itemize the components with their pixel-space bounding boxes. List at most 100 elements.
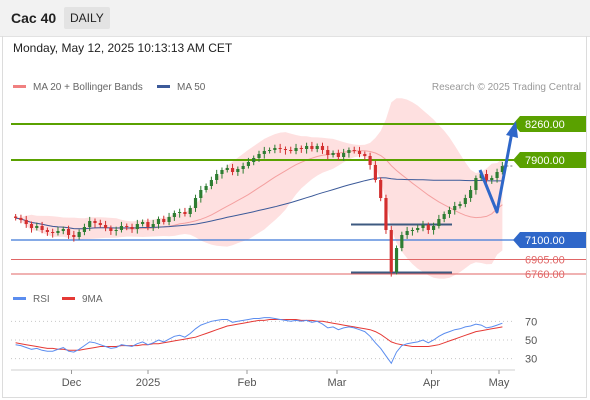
rsi-ma-line xyxy=(15,319,503,351)
time-tick-label: 2025 xyxy=(136,377,160,389)
candle-body xyxy=(437,219,441,226)
candle-body xyxy=(66,229,71,235)
time-tick-label: Dec xyxy=(62,377,82,389)
candle-body xyxy=(299,148,303,149)
candle-body xyxy=(98,223,102,225)
candle-body xyxy=(405,231,409,235)
candle-body xyxy=(289,150,293,151)
candle-body xyxy=(389,230,393,272)
candle-body xyxy=(183,212,187,214)
candle-body xyxy=(394,248,399,272)
candle-body xyxy=(61,229,65,231)
candle-body xyxy=(453,206,457,210)
candle-body xyxy=(410,230,415,231)
candle-body xyxy=(178,212,182,213)
candle-body xyxy=(225,168,229,170)
candle-body xyxy=(310,146,314,149)
candle-body xyxy=(35,226,39,228)
ma50-line xyxy=(15,177,503,230)
legend-label: MA 50 xyxy=(177,82,206,93)
candle-body xyxy=(416,228,420,230)
candle-body xyxy=(19,218,23,220)
candle-body xyxy=(252,158,256,162)
forecast-arrow xyxy=(478,131,514,214)
time-tick-label: Mar xyxy=(328,377,347,389)
rsi-tick-label: 30 xyxy=(525,354,537,366)
candle-body xyxy=(51,232,55,233)
candle-body xyxy=(352,150,356,151)
candle-body xyxy=(463,198,467,204)
candle-body xyxy=(156,219,161,224)
legend-label: 9MA xyxy=(82,294,103,305)
candle-body xyxy=(130,227,134,229)
candle-body xyxy=(431,226,436,230)
candle-body xyxy=(109,228,113,231)
candle-body xyxy=(135,224,139,229)
time-tick-label: Apr xyxy=(423,377,440,389)
candle-body xyxy=(357,151,362,154)
candle-body xyxy=(162,219,166,222)
candle-body xyxy=(215,174,219,180)
candle-body xyxy=(103,225,108,228)
candle-body xyxy=(125,226,129,227)
candle-body xyxy=(220,170,224,174)
level-tag xyxy=(513,232,586,248)
candle-body xyxy=(458,204,462,206)
bollinger-band xyxy=(15,98,503,279)
candle-body xyxy=(14,216,18,218)
candle-body xyxy=(495,172,499,178)
candle-body xyxy=(336,153,340,157)
candle-body xyxy=(342,153,346,157)
candle-body xyxy=(88,221,92,227)
candle-body xyxy=(72,235,76,237)
candle-body xyxy=(474,178,478,190)
candle-body xyxy=(315,146,319,149)
candle-body xyxy=(199,190,203,198)
candle-body xyxy=(24,220,28,224)
instrument-title: Cac 40 xyxy=(11,10,57,26)
candle-body xyxy=(93,221,97,223)
level-label: 7100.00 xyxy=(525,235,565,247)
candle-body xyxy=(368,156,372,165)
candle-body xyxy=(273,148,277,150)
candle-body xyxy=(230,168,235,172)
watermark: Research © 2025 Trading Central xyxy=(432,82,581,93)
candle-body xyxy=(262,151,266,154)
candle-body xyxy=(400,235,404,248)
candle-body xyxy=(45,230,49,232)
candle-body xyxy=(167,217,171,222)
candle-body xyxy=(209,180,213,186)
candle-body xyxy=(246,162,251,166)
candle-body xyxy=(193,198,198,208)
candle-body xyxy=(379,180,383,198)
candle-body xyxy=(119,226,124,230)
candle-body xyxy=(384,198,388,230)
candle-body xyxy=(236,169,240,172)
candle-body xyxy=(141,222,145,224)
candle-body xyxy=(373,165,377,180)
level-label: 7900.00 xyxy=(525,155,565,167)
candle-body xyxy=(320,146,325,150)
candle-body xyxy=(29,224,34,228)
candle-body xyxy=(331,153,335,155)
candle-body xyxy=(77,232,81,237)
forecast-arrowhead xyxy=(506,121,518,138)
legend-swatch xyxy=(62,297,75,300)
candle-body xyxy=(283,149,288,150)
period-button[interactable]: DAILY xyxy=(64,7,110,29)
candle-body xyxy=(257,154,261,158)
level-tag xyxy=(513,116,586,132)
candle-body xyxy=(447,210,452,214)
legend-swatch xyxy=(13,297,26,300)
candle-body xyxy=(347,150,351,153)
candle-body xyxy=(114,230,118,231)
legend-label: RSI xyxy=(33,294,50,305)
candle-body xyxy=(188,208,192,214)
timestamp: Monday, May 12, 2025 10:13:13 AM CET xyxy=(13,41,233,55)
candle-body xyxy=(56,231,60,233)
candle-body xyxy=(294,148,298,151)
legend-swatch xyxy=(13,85,26,88)
candle-body xyxy=(500,166,504,172)
rsi-line xyxy=(15,317,503,365)
